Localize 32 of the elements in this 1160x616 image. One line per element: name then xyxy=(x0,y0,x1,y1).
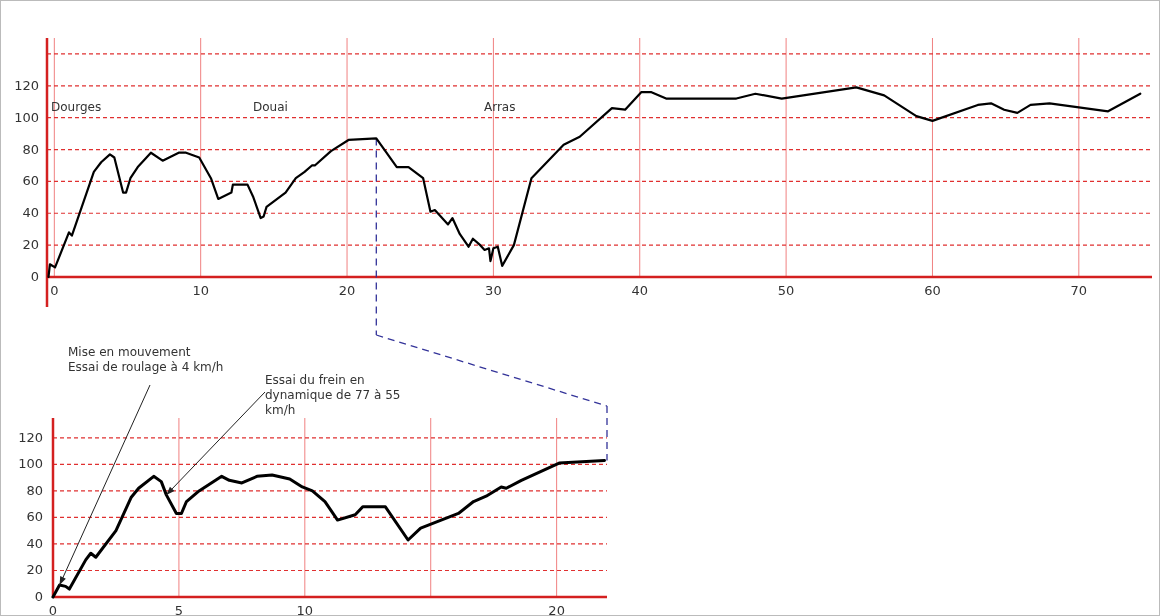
y-tick-label: 120 xyxy=(14,77,39,93)
x-tick-label: 5 xyxy=(174,603,184,616)
y-tick-label: 40 xyxy=(22,205,39,221)
annotation: Douai xyxy=(253,100,288,114)
y-tick-label: 60 xyxy=(22,173,39,189)
line-series xyxy=(47,86,1142,279)
annotation: Essai du frein en dynamique de 77 à 55 km/h xyxy=(265,373,401,417)
y-tick-label: 100 xyxy=(18,456,43,472)
y-tick-label: 120 xyxy=(18,429,43,445)
x-tick-label: 0 xyxy=(48,603,58,616)
annotation: Arras xyxy=(484,100,516,114)
y-tick-label: 20 xyxy=(22,237,39,253)
y-tick-label: 0 xyxy=(34,589,43,604)
y-tick-label: 40 xyxy=(26,535,43,551)
annotation: Mise en mouvement Essai de roulage à 4 km/h xyxy=(68,345,224,374)
y-tick-label: 0 xyxy=(30,269,39,284)
x-tick-label: 70 xyxy=(1070,283,1088,298)
y-tick-label: 100 xyxy=(14,109,39,125)
y-tick-label: 20 xyxy=(26,562,43,578)
x-tick-label: 60 xyxy=(924,283,941,298)
x-tick-label: 10 xyxy=(296,603,314,616)
annotation: Dourges xyxy=(51,100,102,114)
x-tick-label: 20 xyxy=(338,283,356,298)
y-tick-label: 60 xyxy=(26,509,43,525)
y-tick-label: 80 xyxy=(22,141,39,157)
x-tick-label: 30 xyxy=(485,283,502,298)
x-tick-label: 10 xyxy=(192,283,209,298)
x-tick-label: 0 xyxy=(50,283,59,298)
x-tick-label: 20 xyxy=(548,603,565,616)
x-tick-label: 50 xyxy=(777,283,795,298)
y-tick-label: 80 xyxy=(26,482,43,498)
x-tick-label: 40 xyxy=(631,283,649,298)
